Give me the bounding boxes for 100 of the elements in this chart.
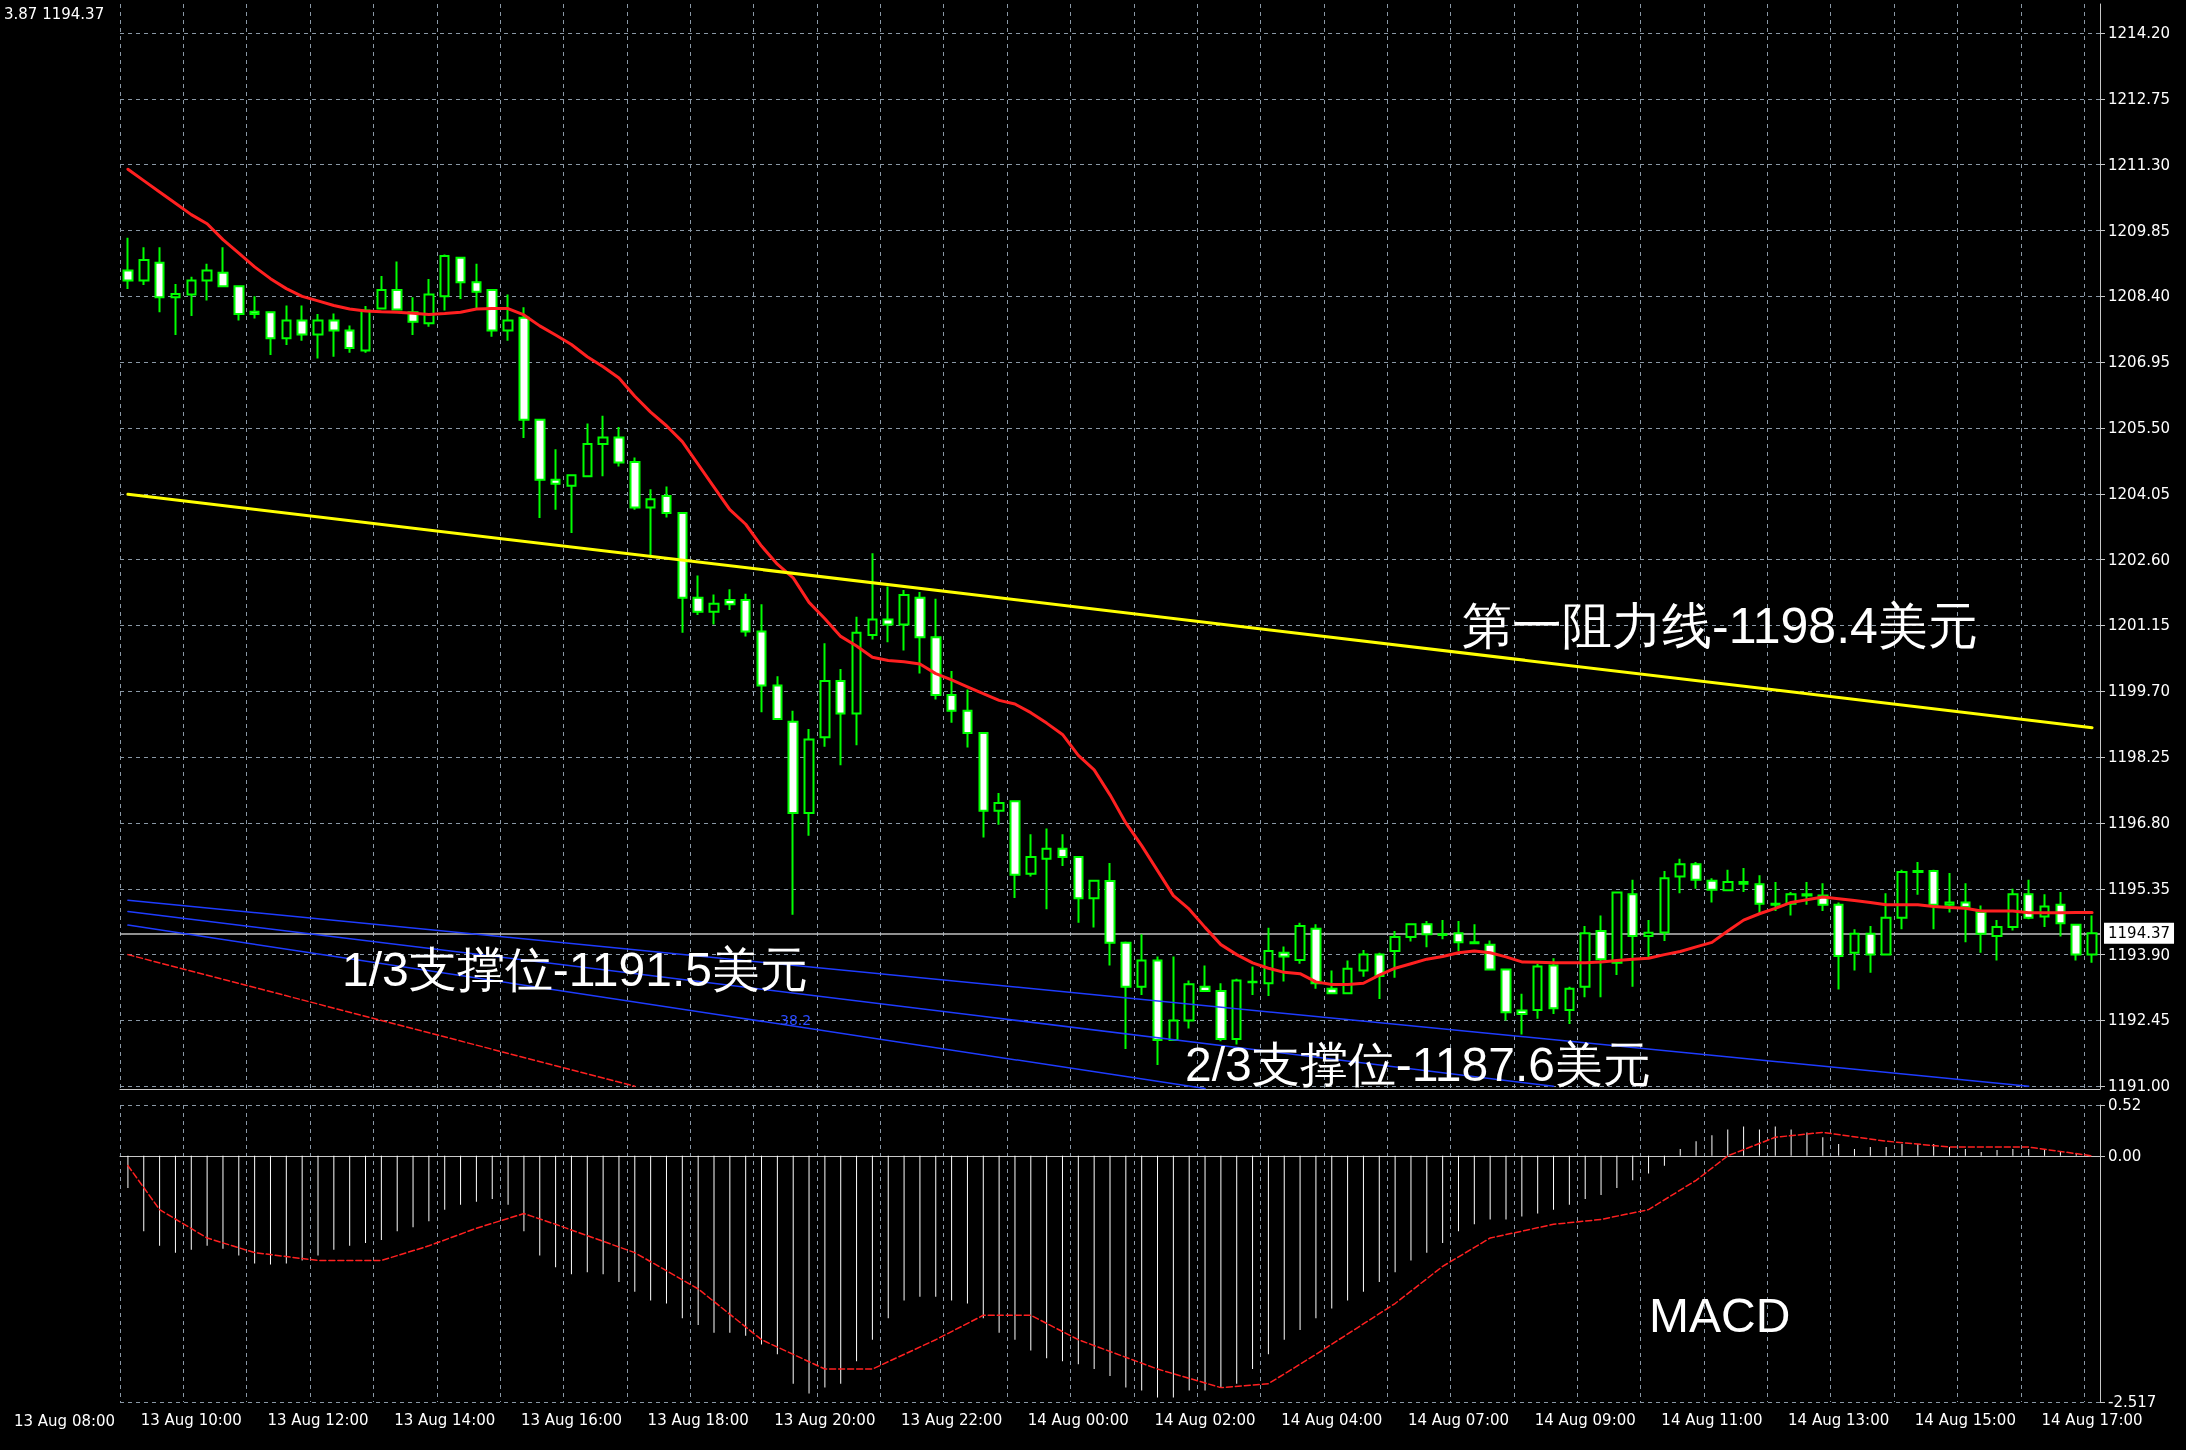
candlestick (391, 260, 403, 311)
candlestick (566, 474, 577, 534)
candlestick (1310, 923, 1322, 990)
candlestick (677, 511, 688, 634)
candlestick (138, 246, 150, 287)
candlestick (661, 485, 672, 519)
x-tick-label: 14 Aug 11:00 (1661, 1410, 1763, 1429)
y-tick-label: 1192.45 (2108, 1011, 2171, 1030)
candlestick (740, 592, 751, 638)
candlestick (1136, 933, 1147, 997)
candlestick (1896, 868, 1908, 931)
text: 13 Aug 08:00 (13, 1411, 116, 1430)
candlestick (1880, 892, 1892, 956)
candlestick (1199, 964, 1211, 992)
x-tick-label: 14 Aug 13:00 (1788, 1410, 1890, 1429)
candlestick (170, 283, 181, 336)
candlestick (851, 615, 862, 747)
candlestick (486, 289, 498, 338)
candlestick (1643, 919, 1654, 960)
candlestick (328, 312, 340, 358)
candlestick (249, 295, 260, 320)
candlestick (787, 709, 799, 916)
y-tick-label: 0.00 (2108, 1146, 2142, 1165)
candlestick (1025, 833, 1037, 878)
candlestick (993, 792, 1005, 826)
candlestick (233, 285, 245, 322)
candlestick (1469, 923, 1480, 945)
x-tick-label: 14 Aug 02:00 (1154, 1410, 1256, 1429)
candlestick (613, 426, 625, 468)
candlestick (1453, 920, 1464, 952)
candlestick (122, 236, 134, 291)
candlestick (1358, 949, 1369, 978)
x-tick-label: 13 Aug 22:00 (901, 1410, 1003, 1429)
candlestick (1057, 833, 1068, 868)
candlestick (835, 668, 846, 767)
candlestick (867, 552, 878, 641)
candlestick (1801, 880, 1813, 906)
candlestick (930, 597, 942, 701)
x-tick-label: 14 Aug 07:00 (1407, 1410, 1510, 1429)
candlestick (1168, 955, 1179, 1041)
candlestick (1405, 923, 1417, 943)
candlestick (1532, 962, 1543, 1020)
candlestick (1073, 856, 1084, 924)
candlestick (1215, 982, 1227, 1043)
candlestick (265, 310, 276, 356)
candlestick (1120, 940, 1132, 1051)
line-series (127, 1131, 2093, 1389)
candlestick (1326, 969, 1338, 995)
candlestick (1009, 800, 1021, 899)
candlestick (629, 456, 641, 511)
candlestick (550, 448, 561, 511)
candlestick (1263, 926, 1274, 997)
candlestick (439, 253, 450, 312)
candlestick (1421, 920, 1433, 949)
y-tick-label: 1206.95 (2108, 353, 2171, 372)
candlestick (708, 593, 720, 626)
candlestick (502, 293, 514, 342)
y-tick-label: 1214.20 (2108, 24, 2171, 43)
x-tick-label: 14 Aug 00:00 (1027, 1410, 1129, 1429)
candlestick (1500, 967, 1512, 1022)
y-tick-label: 1196.80 (2108, 813, 2171, 832)
candlestick (2007, 887, 2019, 932)
candlestick (724, 588, 736, 612)
x-tick-label: 13 Aug 14:00 (394, 1410, 496, 1429)
candlestick (1088, 879, 1100, 929)
candlestick (1912, 861, 1924, 896)
candlestick (1564, 985, 1575, 1026)
candlestick (1722, 868, 1734, 892)
candlestick (803, 728, 815, 837)
x-tick-label: 13 Aug 18:00 (647, 1410, 749, 1429)
candlestick (597, 414, 609, 478)
candlestick (1659, 870, 1670, 942)
x-tick-label: 13 Aug 10:00 (140, 1410, 242, 1429)
x-tick-label: 13 Aug 20:00 (774, 1410, 876, 1429)
candlestick (376, 274, 387, 310)
candlestick (1944, 871, 1955, 914)
y-tick-label: 1193.90 (2108, 945, 2171, 964)
candlestick (772, 675, 783, 721)
y-tick-label: 1204.05 (2108, 484, 2171, 503)
candlestick (1247, 965, 1258, 997)
candlestick (217, 246, 229, 288)
candlestick (1849, 928, 1860, 972)
candlestick (1627, 878, 1638, 988)
candlestick (1960, 882, 1971, 944)
candlestick (312, 313, 324, 360)
candlestick (1548, 957, 1559, 1016)
candlestick (946, 669, 957, 724)
x-tick-label: 14 Aug 17:00 (2041, 1410, 2143, 1429)
candlestick (582, 422, 593, 478)
candlestick (2070, 923, 2082, 962)
candlestick (882, 585, 894, 644)
y-tick-label: 1212.75 (2108, 89, 2171, 108)
y-tick-label: -2.517 (2108, 1393, 2157, 1411)
candlestick (1865, 925, 1876, 974)
y-tick-label: 1191.00 (2108, 1077, 2171, 1096)
x-tick-label: 14 Aug 09:00 (1534, 1410, 1636, 1429)
y-tick-label: 1211.30 (2108, 155, 2171, 174)
y-tick-label: 1198.25 (2108, 748, 2171, 767)
candlestick (1104, 861, 1116, 967)
candlestick (471, 262, 482, 310)
